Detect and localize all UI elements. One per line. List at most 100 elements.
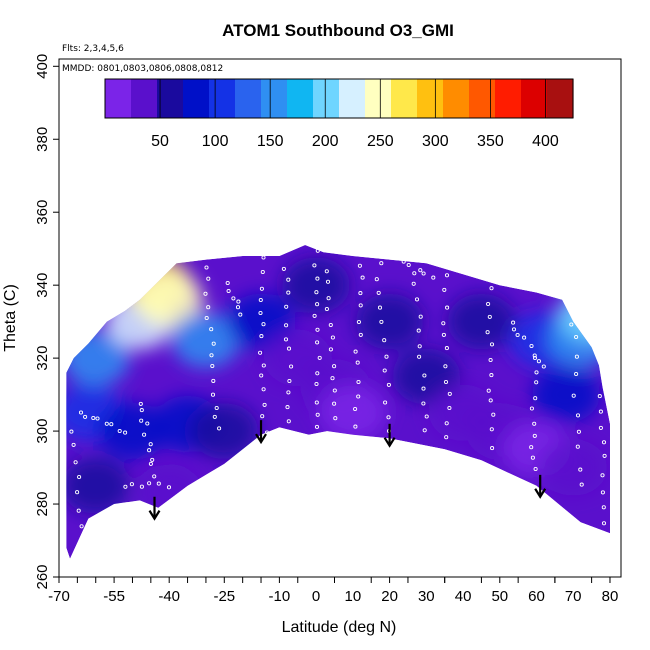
obs-point-14-4 [529,406,534,411]
obs-point-14-5 [532,421,537,426]
obs-point-1-9 [152,474,157,479]
obs-point-5-3 [284,304,289,309]
obs-point-1-6 [147,448,152,453]
obs-point-13-4 [529,343,534,349]
obs-point-15-3 [574,371,579,377]
obs-point-7-1 [325,279,331,284]
obs-point-8-5 [358,332,363,337]
y-axis: 260 280 300 320 340 360 380 400 [34,54,59,590]
obs-point-3-12 [212,414,217,419]
obs-point-18-5 [238,312,243,317]
field-sample-14 [318,384,387,441]
obs-point-4-12 [260,414,265,419]
obs-point-16-1 [598,409,603,414]
obs-point-11-2 [445,305,450,310]
obs-point-15-8 [578,467,583,472]
obs-point-0-7 [123,430,128,435]
obs-point-2-1 [129,482,134,487]
obs-point-9-0 [379,261,384,266]
obs-point-18-0 [225,280,230,286]
obs-point-9-4 [379,319,384,324]
obs-point-10-10 [424,414,429,419]
obs-point-11-11 [444,435,449,440]
obs-point-12-8 [488,398,493,403]
y-tick-label-0: 260 [34,564,51,589]
obs-point-8-2 [358,291,363,296]
obs-point-3-7 [209,353,214,358]
obs-point-6-10 [314,381,319,387]
obs-point-15-4 [571,393,576,398]
field-sample-26 [531,366,600,423]
colorbar-swatch-10 [365,79,392,118]
obs-point-9-6 [384,354,389,359]
obs-point-8-7 [355,360,360,365]
obs-point-3-4 [204,315,209,321]
obs-point-2-0 [123,484,128,489]
obs-point-5-9 [286,390,291,395]
plot-frame [58,58,622,578]
obs-point-2-2 [139,484,144,489]
obs-point-3-13 [217,426,222,431]
obs-point-17-5 [76,508,81,513]
obs-point-8-9 [356,394,361,399]
obs-point-16-8 [601,521,607,526]
obs-point-13-5 [532,353,537,358]
field-blend [66,257,611,522]
obs-point-12-5 [488,357,493,363]
x-tick-label-0: -70 [48,588,70,605]
obs-point-7-10 [332,401,337,406]
obs-point-14-0 [532,355,538,361]
obs-point-14-9 [533,466,538,472]
obs-point-3-1 [206,276,211,281]
obs-point-1-1 [139,408,144,413]
obs-point-13-3 [522,335,527,340]
obs-point-10-2 [414,297,420,302]
colorbar-tick-label-5: 300 [422,133,449,150]
obs-point-4-2 [259,286,264,291]
obs-point-12-10 [489,427,494,432]
obs-point-6-12 [315,412,320,417]
x-tick-label-13: 80 [602,588,619,605]
ozone-field [66,245,611,559]
obs-point-11-3 [441,321,446,326]
obs-point-19-5 [431,275,436,280]
colorbar-tick-label-4: 250 [367,133,394,150]
obs-point-7-6 [328,347,333,352]
obs-point-11-7 [443,379,449,385]
obs-point-19-2 [406,262,411,268]
obs-point-8-10 [353,406,358,412]
obs-point-2-4 [156,481,161,486]
obs-point-11-9 [447,405,452,411]
obs-point-12-1 [486,301,491,307]
obs-point-16-4 [602,453,607,458]
obs-point-3-6 [211,341,216,346]
y-tick-label-2: 300 [34,419,51,444]
obs-point-1-4 [142,432,147,437]
arrow-head-0 [148,510,161,521]
colorbar-swatch-8 [313,79,340,118]
obs-point-8-4 [356,319,361,325]
obs-point-17-0 [69,429,74,434]
obs-point-17-3 [77,474,82,480]
colorbar-swatch-5 [235,79,262,118]
obs-point-3-10 [210,392,216,397]
obs-point-18-2 [231,296,236,301]
obs-point-5-10 [285,405,290,410]
obs-point-10-0 [412,271,417,276]
x-tick-label-9: 40 [455,588,472,605]
obs-point-7-4 [328,322,333,328]
obs-point-4-11 [262,402,267,407]
obs-point-9-5 [382,338,387,343]
colorbar-swatch-1 [131,79,158,118]
obs-point-16-0 [597,394,602,399]
obs-point-10-8 [421,386,426,391]
arrow-head-2 [383,437,396,448]
obs-point-13-1 [511,327,517,332]
obs-point-0-5 [109,422,114,427]
colorbar-swatch-15 [495,79,522,118]
y-tick-label-6: 380 [34,127,51,152]
obs-point-11-4 [441,332,446,337]
obs-point-15-2 [574,354,579,359]
obs-point-3-11 [214,405,219,411]
colorbar-tick-label-0: 50 [151,133,169,150]
